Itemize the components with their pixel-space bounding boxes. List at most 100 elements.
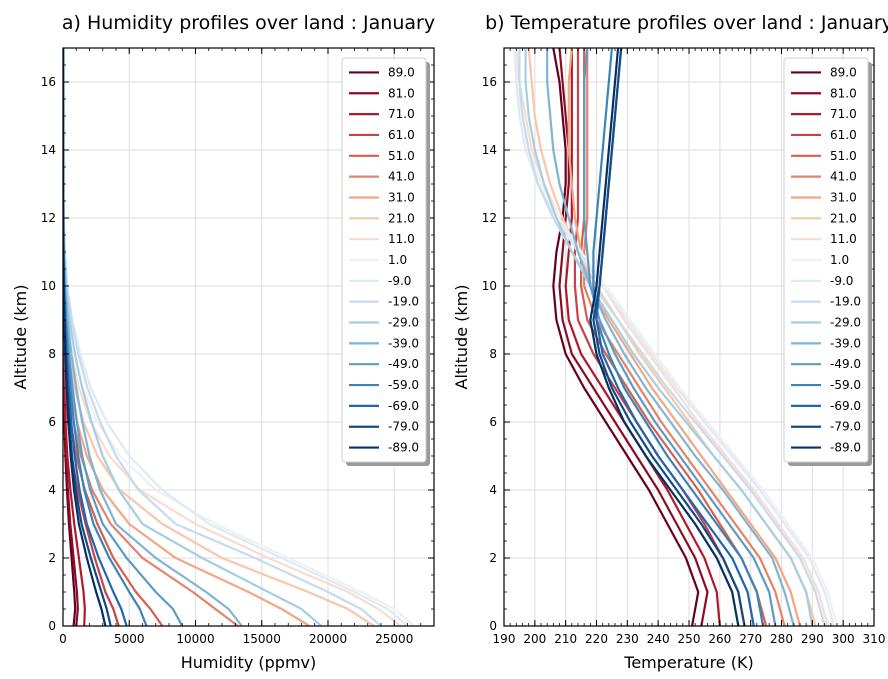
chart-title: b) Temperature profiles over land : Janu… bbox=[485, 12, 888, 34]
legend-entry-label: -39.0 bbox=[388, 336, 419, 350]
legend-entry-label: -59.0 bbox=[830, 378, 861, 392]
legend-entry-label: 41.0 bbox=[388, 170, 415, 184]
legend-entry-label: -19.0 bbox=[830, 295, 861, 309]
series-line-12 bbox=[524, 48, 814, 626]
legend-entry-label: -29.0 bbox=[388, 316, 419, 330]
legend-entry-label: 1.0 bbox=[830, 253, 849, 267]
legend-entry-label: -49.0 bbox=[830, 357, 861, 371]
x-tick-label: 25000 bbox=[375, 632, 413, 646]
x-tick-label: 10000 bbox=[176, 632, 214, 646]
legend-entry-label: 41.0 bbox=[830, 170, 857, 184]
legend-box bbox=[783, 57, 869, 463]
legend-entry-label: 11.0 bbox=[830, 232, 857, 246]
legend-entry-label: 21.0 bbox=[388, 211, 415, 225]
series-line-10 bbox=[515, 48, 835, 626]
legend-entry-label: -79.0 bbox=[388, 420, 419, 434]
x-axis-label: Temperature (K) bbox=[623, 653, 753, 672]
series-line-8 bbox=[515, 48, 829, 626]
chart-title: a) Humidity profiles over land : January bbox=[62, 12, 435, 34]
series-line-6 bbox=[567, 48, 802, 626]
series-line-2 bbox=[564, 48, 721, 626]
x-tick-label: 210 bbox=[554, 632, 577, 646]
y-tick-label: 12 bbox=[482, 211, 497, 225]
y-tick-label: 8 bbox=[48, 347, 56, 361]
x-tick-label: 280 bbox=[770, 632, 793, 646]
y-axis-label: Altitude (km) bbox=[11, 285, 30, 390]
y-tick-label: 4 bbox=[48, 483, 56, 497]
y-tick-label: 0 bbox=[489, 619, 497, 633]
legend-entry-label: -39.0 bbox=[830, 336, 861, 350]
x-tick-label: 310 bbox=[863, 632, 886, 646]
y-tick-label: 14 bbox=[482, 143, 497, 157]
x-tick-label: 200 bbox=[523, 632, 546, 646]
series-line-11 bbox=[518, 48, 826, 626]
legend-entry-label: 31.0 bbox=[830, 190, 857, 204]
legend-entry-label: -49.0 bbox=[388, 357, 419, 371]
legend-entry-label: 81.0 bbox=[388, 86, 415, 100]
x-tick-label: 260 bbox=[708, 632, 731, 646]
y-tick-label: 6 bbox=[489, 415, 497, 429]
legend-entry-label: 31.0 bbox=[388, 190, 415, 204]
x-tick-label: 190 bbox=[493, 632, 516, 646]
x-axis-label: Humidity (ppmv) bbox=[181, 653, 316, 672]
legend: 89.0 81.0 71.0 61.0 51.0 41.0 31.0 21.0 11.0 1.0 -… bbox=[341, 57, 430, 466]
legend-entry-label: -19.0 bbox=[388, 295, 419, 309]
x-tick-label: 20000 bbox=[309, 632, 347, 646]
y-tick-label: 10 bbox=[482, 279, 497, 293]
legend-box bbox=[341, 57, 427, 463]
x-tick-label: 250 bbox=[678, 632, 701, 646]
legend-entry-label: 21.0 bbox=[830, 211, 857, 225]
legend-entry-label: 11.0 bbox=[388, 232, 415, 246]
legend-entry-label: -69.0 bbox=[830, 399, 861, 413]
x-tick-label: 270 bbox=[739, 632, 762, 646]
legend-entry-label: 61.0 bbox=[830, 128, 857, 142]
legend-entry-label: -9.0 bbox=[830, 274, 853, 288]
x-tick-label: 300 bbox=[832, 632, 855, 646]
series-line-17 bbox=[592, 48, 746, 626]
legend-entry-label: -89.0 bbox=[830, 441, 861, 455]
y-tick-label: 0 bbox=[48, 619, 56, 633]
series-line-14 bbox=[583, 48, 777, 626]
legend-entry-label: 51.0 bbox=[830, 149, 857, 163]
series-line-0 bbox=[552, 48, 700, 626]
x-tick-label: 15000 bbox=[243, 632, 281, 646]
legend-entry-label: 89.0 bbox=[830, 65, 857, 79]
legend-entry-label: -69.0 bbox=[388, 399, 419, 413]
x-tick-label: 0 bbox=[59, 632, 67, 646]
legend: 89.0 81.0 71.0 61.0 51.0 41.0 31.0 21.0 11.0 1.0 -… bbox=[783, 57, 872, 466]
y-tick-label: 2 bbox=[48, 551, 56, 565]
series-line-3 bbox=[573, 48, 746, 626]
y-tick-label: 10 bbox=[41, 279, 56, 293]
x-tick-label: 5000 bbox=[114, 632, 145, 646]
x-tick-label: 220 bbox=[585, 632, 608, 646]
y-tick-label: 16 bbox=[482, 75, 497, 89]
legend-entry-label: 1.0 bbox=[388, 253, 407, 267]
legend-entry-label: 89.0 bbox=[388, 65, 415, 79]
series-line-15 bbox=[592, 48, 765, 626]
temperature-panel: 190 200 210 220 230 240 250 260 270 280 290 300 3100… bbox=[452, 12, 888, 672]
y-tick-label: 16 bbox=[41, 75, 56, 89]
legend-entry-label: -79.0 bbox=[830, 420, 861, 434]
y-tick-label: 14 bbox=[41, 143, 56, 157]
series-line-18 bbox=[589, 48, 740, 626]
legend-entry-label: 51.0 bbox=[388, 149, 415, 163]
legend-entry-label: -29.0 bbox=[830, 316, 861, 330]
legend-entry-label: -89.0 bbox=[388, 441, 419, 455]
legend-entry-label: -59.0 bbox=[388, 378, 419, 392]
x-tick-label: 240 bbox=[647, 632, 670, 646]
legend-entry-label: -9.0 bbox=[388, 274, 411, 288]
y-tick-label: 6 bbox=[48, 415, 56, 429]
y-tick-label: 2 bbox=[489, 551, 497, 565]
x-tick-label: 230 bbox=[616, 632, 639, 646]
series-lines bbox=[512, 48, 839, 626]
legend-entry-label: 61.0 bbox=[388, 128, 415, 142]
legend-entry-label: 71.0 bbox=[388, 107, 415, 121]
y-tick-label: 8 bbox=[489, 347, 497, 361]
y-tick-label: 12 bbox=[41, 211, 56, 225]
y-tick-label: 4 bbox=[489, 483, 497, 497]
x-tick-label: 290 bbox=[801, 632, 824, 646]
y-axis-label: Altitude (km) bbox=[452, 285, 471, 390]
legend-entry-label: 81.0 bbox=[830, 86, 857, 100]
